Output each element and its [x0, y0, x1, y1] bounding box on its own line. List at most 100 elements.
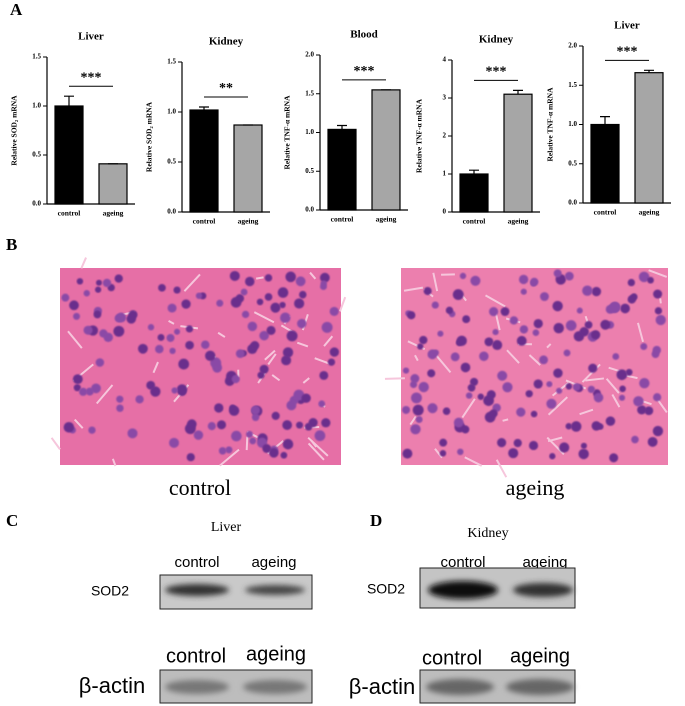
y-tick-label: 1.5: [167, 58, 176, 66]
nucleus: [518, 274, 529, 285]
chart-title: Kidney: [209, 36, 244, 48]
nucleus: [612, 353, 620, 360]
bar-chart: Liver Relative SOD₂ mRNA 0.0 0.5 1.0 1.5 contr…: [10, 31, 135, 218]
nucleus: [69, 300, 79, 311]
nucleus: [647, 276, 654, 284]
nucleus: [61, 293, 70, 302]
nucleus: [502, 382, 513, 393]
nucleus: [564, 271, 574, 281]
y-tick-label: 1.5: [305, 89, 314, 97]
nucleus: [479, 351, 489, 362]
nucleus: [553, 322, 564, 334]
y-axis-label: Relative TNF-α mRNA: [415, 98, 424, 173]
error-bar: [199, 106, 209, 110]
nucleus: [459, 272, 467, 280]
nucleus: [600, 319, 611, 330]
nucleus: [297, 318, 307, 329]
nucleus: [439, 450, 447, 457]
nucleus: [578, 448, 589, 460]
nucleus: [437, 330, 444, 337]
y-tick-label: 1.0: [32, 102, 41, 110]
tissue-streak: [67, 330, 83, 349]
nucleus: [114, 274, 123, 283]
x-tick-label: control: [58, 209, 81, 218]
nucleus: [582, 285, 593, 296]
nucleus: [259, 330, 269, 341]
nucleus: [638, 271, 650, 283]
nucleus: [553, 269, 562, 278]
tissue-streak: [464, 456, 483, 467]
band: [506, 679, 574, 695]
nucleus: [94, 286, 102, 293]
nucleus: [470, 275, 481, 286]
tissue-streak: [73, 418, 84, 429]
tissue-streak: [307, 436, 329, 457]
nucleus: [619, 385, 626, 393]
bar: [371, 89, 401, 211]
nucleus: [72, 374, 83, 385]
nucleus: [647, 436, 658, 447]
nucleus: [249, 437, 257, 445]
protein-label: SOD2: [91, 583, 129, 599]
x-tick-label: ageing: [508, 217, 529, 226]
nucleus: [214, 403, 224, 413]
nucleus: [262, 444, 272, 453]
chart-title: Kidney: [479, 34, 514, 46]
nucleus: [314, 430, 326, 442]
tissue-streak: [502, 418, 509, 422]
nucleus: [445, 306, 454, 315]
tissue-streak: [384, 377, 405, 380]
nucleus: [587, 385, 595, 394]
x-tick-label: ageing: [376, 215, 397, 224]
tissue-streak: [314, 357, 330, 365]
tissue-streak: [271, 374, 281, 382]
error-bar: [600, 116, 610, 125]
nucleus: [246, 430, 253, 438]
nucleus: [525, 390, 533, 398]
nucleus: [169, 437, 180, 448]
nucleus: [271, 411, 280, 420]
panel-label: D: [370, 511, 382, 530]
nucleus: [497, 370, 508, 381]
nucleus: [158, 283, 166, 292]
nucleus: [500, 307, 510, 316]
nucleus: [102, 278, 112, 288]
nucleus: [240, 288, 248, 296]
nucleus: [95, 358, 105, 367]
y-axis-label: Relative SOD₂ mRNA: [10, 95, 19, 166]
nucleus: [509, 316, 519, 325]
nucleus: [155, 344, 164, 354]
nucleus: [640, 342, 648, 350]
histology-image: [401, 268, 668, 465]
nucleus: [469, 377, 479, 386]
nucleus: [113, 325, 125, 337]
bar: [590, 123, 620, 204]
nucleus: [572, 383, 581, 391]
nucleus: [528, 440, 539, 451]
bar: [233, 124, 263, 213]
nucleus: [157, 333, 165, 341]
lane-label: ageing: [251, 554, 296, 571]
tissue-streak: [307, 442, 325, 461]
y-tick-label: 0: [443, 208, 447, 216]
nucleus: [201, 340, 210, 350]
nucleus: [552, 300, 563, 312]
y-tick-label: 1: [443, 170, 447, 178]
nucleus: [231, 430, 242, 442]
y-tick-label: 0.0: [305, 206, 314, 214]
nucleus: [329, 347, 340, 357]
nucleus: [103, 332, 113, 343]
lane-label: control: [422, 647, 482, 669]
nucleus: [559, 442, 570, 453]
nucleus: [279, 301, 286, 309]
nucleus: [410, 374, 420, 384]
bar: [189, 109, 219, 213]
nucleus: [402, 367, 410, 374]
nucleus: [492, 329, 499, 336]
y-tick-label: 0.5: [568, 159, 577, 167]
nucleus: [462, 315, 471, 324]
nucleus: [584, 320, 593, 329]
x-tick-label: control: [594, 208, 617, 217]
nucleus: [432, 349, 439, 356]
nucleus: [266, 325, 276, 335]
